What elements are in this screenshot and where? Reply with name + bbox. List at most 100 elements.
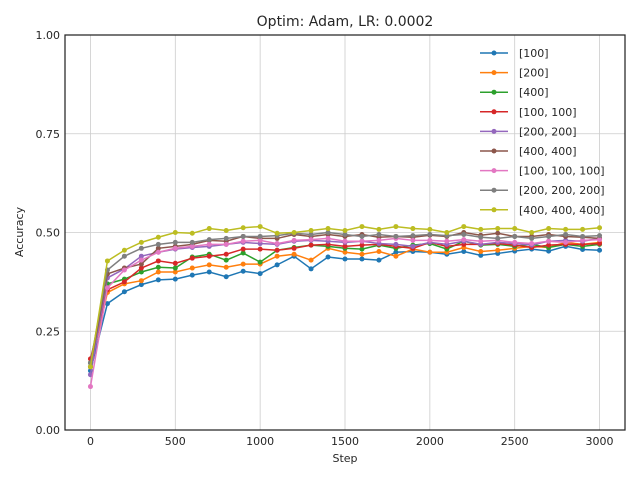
data-point	[155, 234, 161, 240]
legend-label: [400]	[519, 86, 549, 99]
data-point	[274, 241, 280, 247]
data-point	[257, 271, 263, 277]
data-point	[240, 250, 246, 256]
legend-label: [100, 100]	[519, 106, 577, 119]
data-point	[172, 245, 178, 251]
data-point	[342, 228, 348, 234]
y-tick-label: 0.50	[36, 227, 61, 240]
data-point	[155, 249, 161, 255]
data-point	[155, 258, 161, 264]
data-point	[257, 246, 263, 252]
data-point	[172, 260, 178, 266]
data-point	[240, 246, 246, 252]
data-point	[393, 224, 399, 230]
data-point	[189, 265, 195, 271]
data-point	[308, 228, 314, 234]
x-tick-label: 2000	[416, 435, 444, 448]
data-point	[223, 264, 229, 270]
data-point	[597, 225, 603, 231]
data-point	[580, 226, 586, 232]
data-point	[138, 257, 144, 263]
data-point	[206, 237, 212, 243]
data-point	[223, 228, 229, 234]
data-point	[410, 226, 416, 232]
data-point	[597, 241, 603, 247]
data-point	[274, 230, 280, 236]
legend-item: [100, 100]	[480, 106, 577, 119]
data-point	[546, 248, 552, 254]
data-point	[495, 226, 501, 232]
y-tick-label: 0.00	[36, 424, 61, 437]
data-point	[155, 264, 161, 270]
data-point	[495, 247, 501, 253]
data-point	[121, 279, 127, 285]
data-point	[155, 241, 161, 247]
data-point	[257, 237, 263, 243]
data-point	[410, 233, 416, 239]
data-point	[155, 269, 161, 275]
data-point	[240, 268, 246, 274]
data-point	[444, 230, 450, 235]
data-point	[546, 226, 552, 232]
data-point	[223, 251, 229, 257]
data-point	[104, 258, 110, 264]
data-point	[223, 257, 229, 263]
data-point	[121, 289, 127, 295]
data-point	[342, 249, 348, 255]
data-point	[597, 247, 603, 253]
data-point	[376, 226, 382, 232]
data-point	[87, 364, 93, 370]
data-point	[325, 235, 331, 241]
legend-label: [200, 200, 200]	[519, 184, 605, 197]
legend-item: [400]	[480, 86, 549, 99]
data-point	[427, 226, 433, 232]
data-point	[257, 259, 263, 265]
data-point	[138, 278, 144, 284]
data-point	[444, 238, 450, 244]
data-point	[138, 282, 144, 288]
data-point	[274, 253, 280, 259]
data-point	[206, 253, 212, 259]
series-group	[87, 235, 603, 390]
data-point	[121, 267, 127, 273]
data-point	[138, 265, 144, 271]
x-axis-label: Step	[332, 452, 357, 465]
x-tick-label: 500	[165, 435, 186, 448]
data-point	[155, 277, 161, 283]
data-point	[274, 262, 280, 268]
data-point	[427, 249, 433, 255]
data-point	[138, 261, 144, 267]
data-point	[240, 233, 246, 239]
legend-item: [200]	[480, 67, 549, 80]
x-tick-label: 0	[87, 435, 94, 448]
data-point	[512, 226, 518, 232]
data-point	[563, 231, 569, 237]
legend-item: [100, 100, 100]	[480, 165, 605, 178]
legend-item: [400, 400]	[480, 145, 577, 158]
legend-marker	[491, 70, 497, 76]
legend-marker	[491, 109, 497, 115]
data-point	[461, 224, 467, 230]
legend-marker	[491, 207, 497, 213]
legend-label: [400, 400, 400]	[519, 204, 605, 217]
data-point	[257, 233, 263, 239]
data-point	[104, 301, 110, 307]
data-point	[138, 253, 144, 259]
data-point	[342, 256, 348, 262]
data-point	[427, 237, 433, 243]
data-point	[257, 224, 263, 230]
data-point	[223, 274, 229, 280]
data-point	[393, 249, 399, 255]
data-point	[512, 239, 518, 245]
data-point	[189, 272, 195, 278]
data-point	[393, 233, 399, 239]
data-point	[189, 230, 195, 236]
data-point	[138, 239, 144, 245]
y-tick-label: 0.25	[36, 325, 61, 338]
chart-title: Optim: Adam, LR: 0.0002	[257, 14, 434, 30]
data-point	[597, 237, 603, 243]
data-point	[172, 269, 178, 275]
data-point	[546, 233, 552, 239]
data-point	[393, 241, 399, 247]
x-tick-label: 2500	[501, 435, 529, 448]
